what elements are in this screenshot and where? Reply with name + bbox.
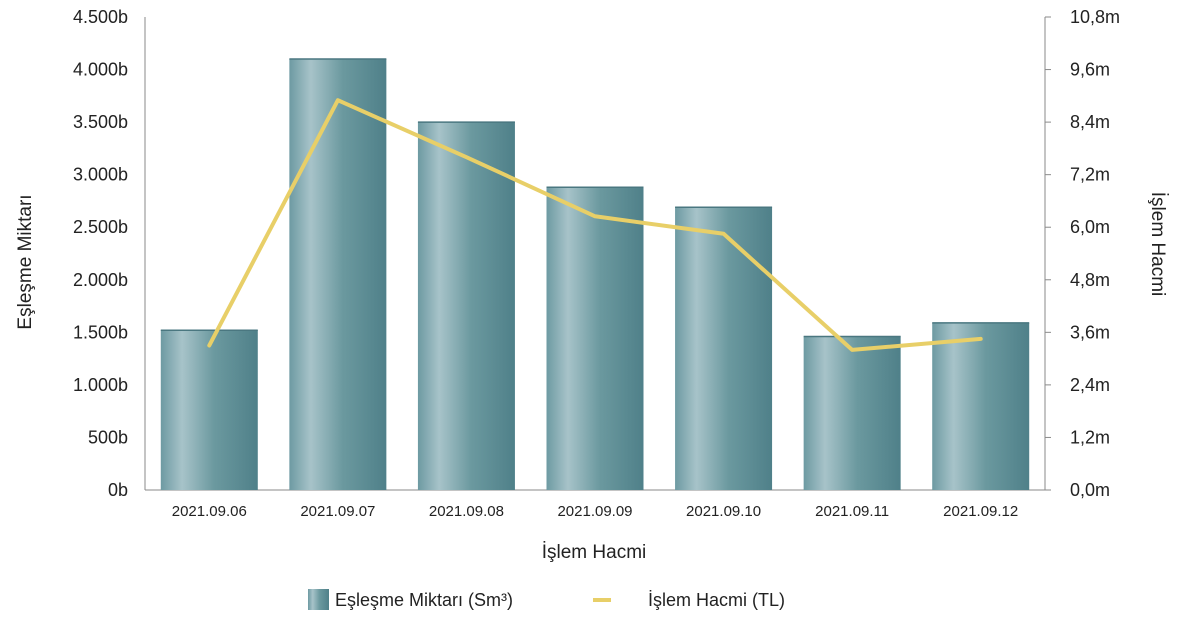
- y2-tick-label: 4,8m: [1070, 270, 1110, 290]
- y-tick-label: 2.000b: [73, 270, 128, 290]
- y-tick-label: 500b: [88, 427, 128, 447]
- bar: [417, 122, 515, 490]
- bar: [932, 322, 1030, 490]
- y-tick-label: 3.000b: [73, 165, 128, 185]
- x-axis-title: İşlem Hacmi: [542, 542, 647, 563]
- y-tick-label: 1.500b: [73, 322, 128, 342]
- y2-tick-label: 6,0m: [1070, 217, 1110, 237]
- y-tick-label: 4.000b: [73, 60, 128, 80]
- y2-tick-label: 1,2m: [1070, 427, 1110, 447]
- x-tick-label: 2021.09.07: [300, 503, 375, 520]
- legend-label-line: İşlem Hacmi (TL): [648, 590, 785, 610]
- legend: Eşleşme Miktarı (Sm³) İşlem Hacmi (TL): [308, 589, 785, 610]
- y2-tick-label: 0,0m: [1070, 480, 1110, 500]
- y-tick-label: 2.500b: [73, 217, 128, 237]
- y2-axis-title: İşlem Hacmi: [1147, 192, 1168, 297]
- x-tick-label: 2021.09.06: [172, 503, 247, 520]
- x-tick-label: 2021.09.12: [943, 503, 1018, 520]
- x-tick-label: 2021.09.11: [815, 503, 889, 520]
- series-line: [207, 98, 983, 352]
- y-tick-label: 3.500b: [73, 112, 128, 132]
- legend-label-bar: Eşleşme Miktarı (Sm³): [335, 590, 513, 610]
- legend-swatch-bar: [308, 589, 329, 610]
- bar: [546, 187, 644, 490]
- y2-tick-label: 7,2m: [1070, 165, 1110, 185]
- y2-tick-label: 10,8m: [1070, 7, 1120, 27]
- x-tick-label: 2021.09.10: [686, 503, 761, 520]
- y-tick-label: 4.500b: [73, 7, 128, 27]
- y2-tick-label: 2,4m: [1070, 375, 1110, 395]
- y-tick-label: 1.000b: [73, 375, 128, 395]
- y2-tick-label: 3,6m: [1070, 322, 1110, 342]
- x-tick-label: 2021.09.08: [429, 503, 504, 520]
- bar: [160, 330, 258, 490]
- bar: [675, 207, 773, 491]
- bar: [803, 336, 901, 490]
- x-tick-label: 2021.09.09: [557, 503, 632, 520]
- y-axis-title: Eşleşme Miktarı: [15, 194, 36, 329]
- y2-tick-label: 9,6m: [1070, 60, 1110, 80]
- bar: [289, 59, 387, 491]
- y-tick-label: 0b: [108, 480, 128, 500]
- y2-tick-label: 8,4m: [1070, 112, 1110, 132]
